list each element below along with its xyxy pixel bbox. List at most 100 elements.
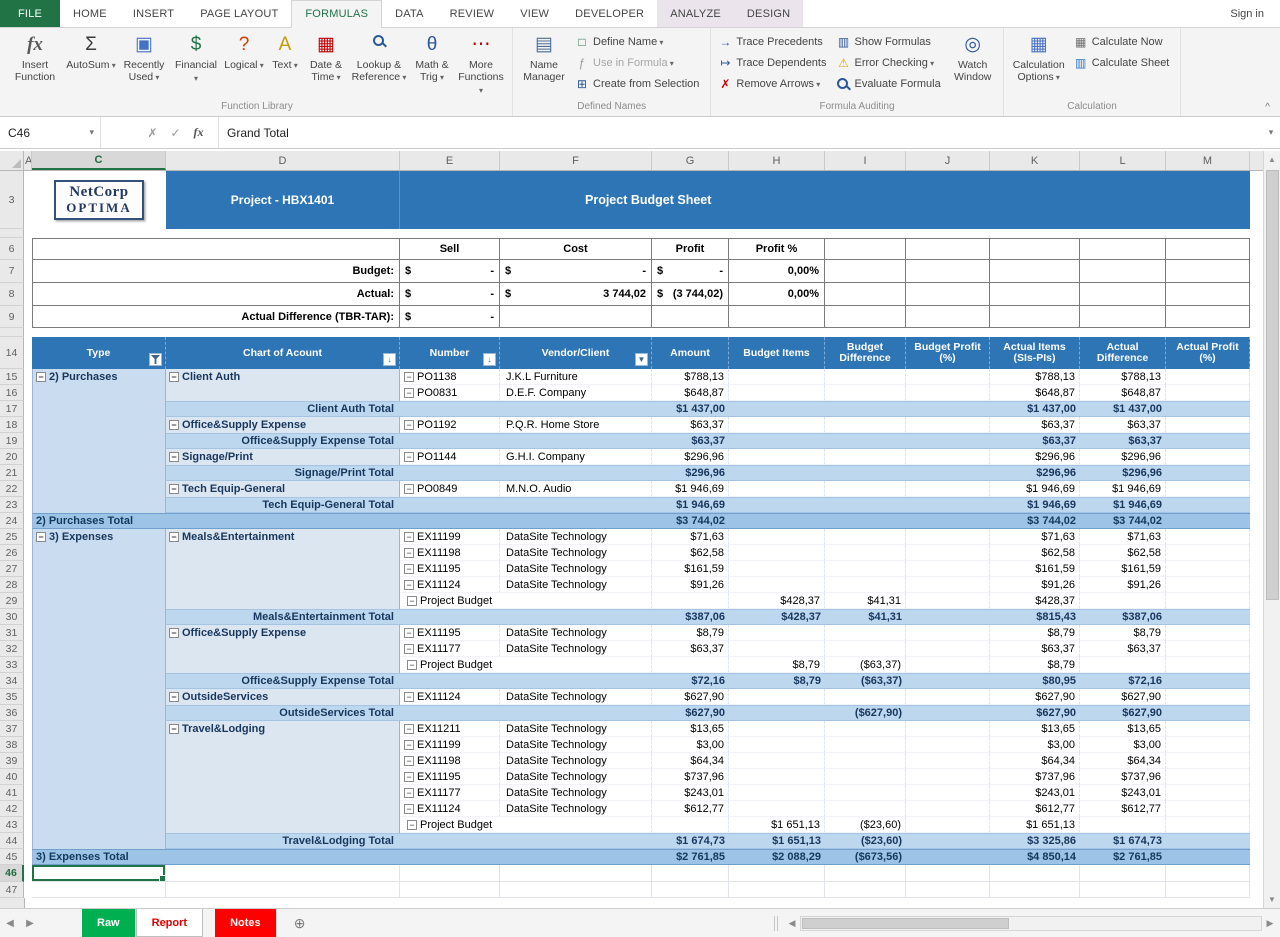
cell-E17[interactable] (400, 401, 500, 417)
cell-L29[interactable] (1080, 593, 1166, 609)
row-header-28[interactable]: 28 (0, 577, 24, 593)
cell-I17[interactable] (825, 401, 906, 417)
cell-M22[interactable] (1166, 481, 1250, 497)
formula-bar-expand-icon[interactable]: ▾ (1262, 117, 1280, 148)
cell-E28[interactable]: −EX11124 (400, 577, 500, 593)
cell-D35[interactable]: −OutsideServices (166, 689, 400, 705)
cell-M44[interactable] (1166, 833, 1250, 849)
sort-filter-icon[interactable]: ↓ (483, 353, 496, 366)
cell-F16[interactable]: D.E.F. Company (500, 385, 652, 401)
cell-L6[interactable] (1080, 238, 1166, 260)
cell-F31[interactable]: DataSite Technology (500, 625, 652, 641)
cell-I46[interactable] (825, 865, 906, 882)
cell-K41[interactable]: $243,01 (990, 785, 1080, 801)
cell-M8[interactable] (1166, 283, 1250, 306)
outline-collapse-icon[interactable]: − (169, 628, 179, 638)
tab-home[interactable]: HOME (60, 0, 120, 27)
more-functions-button[interactable]: ⋯MoreFunctions ▾ (455, 31, 507, 97)
cell-I33[interactable]: ($63,37) (825, 657, 906, 673)
row-header-35[interactable]: 35 (0, 689, 24, 705)
cell-C26[interactable] (32, 545, 166, 561)
cell-C25[interactable]: −3) Expenses (32, 529, 166, 545)
cell-K6[interactable] (990, 238, 1080, 260)
cell-E3[interactable]: Project Budget Sheet (400, 171, 1250, 229)
cell-G41[interactable]: $243,01 (652, 785, 729, 801)
cell-H39[interactable] (729, 753, 825, 769)
cell-H26[interactable] (729, 545, 825, 561)
cell-E15[interactable]: −PO1138 (400, 369, 500, 385)
cell-M39[interactable] (1166, 753, 1250, 769)
cell-F35[interactable]: DataSite Technology (500, 689, 652, 705)
column-header-I[interactable]: I (825, 151, 906, 170)
cell-J34[interactable] (906, 673, 990, 689)
cell-G32[interactable]: $63,37 (652, 641, 729, 657)
outline-collapse-icon[interactable]: − (407, 660, 417, 670)
cell-I44[interactable]: ($23,60) (825, 833, 906, 849)
sheet-tab-notes[interactable]: Notes (215, 909, 277, 937)
cell-J39[interactable] (906, 753, 990, 769)
column-header-L[interactable]: L (1080, 151, 1166, 170)
cell-G43[interactable] (652, 817, 729, 833)
cell-K25[interactable]: $71,63 (990, 529, 1080, 545)
new-sheet-button[interactable]: ⊕ (289, 915, 311, 932)
cell-D41[interactable] (166, 785, 400, 801)
cell-L7[interactable] (1080, 260, 1166, 283)
cell-I35[interactable] (825, 689, 906, 705)
cell-M6[interactable] (1166, 238, 1250, 260)
cell-D17[interactable]: Client Auth Total (166, 401, 400, 417)
cell-I31[interactable] (825, 625, 906, 641)
outline-collapse-icon[interactable]: − (404, 756, 414, 766)
cell-E44[interactable] (400, 833, 500, 849)
cell-L35[interactable]: $627,90 (1080, 689, 1166, 705)
cell-D32[interactable] (166, 641, 400, 657)
cell-C38[interactable] (32, 737, 166, 753)
cell-M25[interactable] (1166, 529, 1250, 545)
sheet-tab-raw[interactable]: Raw (82, 909, 136, 937)
cell-F19[interactable] (500, 433, 652, 449)
cell-M23[interactable] (1166, 497, 1250, 513)
cell-G46[interactable] (652, 865, 729, 882)
cell-M16[interactable] (1166, 385, 1250, 401)
cell-K29[interactable]: $428,37 (990, 593, 1080, 609)
cell-M9[interactable] (1166, 306, 1250, 328)
cell-H7[interactable]: 0,00% (729, 260, 825, 283)
cell-E33[interactable]: −Project Budget (400, 657, 652, 673)
cell-D39[interactable] (166, 753, 400, 769)
cell-H32[interactable] (729, 641, 825, 657)
cell-F8[interactable]: $3 744,02 (500, 283, 652, 306)
cell-G7[interactable]: $- (652, 260, 729, 283)
cell-H17[interactable] (729, 401, 825, 417)
horizontal-scroll-track[interactable] (800, 916, 1262, 931)
cell-I25[interactable] (825, 529, 906, 545)
cell-G39[interactable]: $64,34 (652, 753, 729, 769)
column-header-M[interactable]: M (1166, 151, 1250, 170)
cell-H24[interactable] (729, 513, 825, 529)
cell-D47[interactable] (166, 882, 400, 898)
cell-F25[interactable]: DataSite Technology (500, 529, 652, 545)
cell-I15[interactable] (825, 369, 906, 385)
cell-M32[interactable] (1166, 641, 1250, 657)
cell-D37[interactable]: −Travel&Lodging (166, 721, 400, 737)
cell-C47[interactable] (32, 882, 166, 898)
cell-J20[interactable] (906, 449, 990, 465)
outline-collapse-icon[interactable]: − (404, 788, 414, 798)
cell-D28[interactable] (166, 577, 400, 593)
cell-G21[interactable]: $296,96 (652, 465, 729, 481)
cell-J27[interactable] (906, 561, 990, 577)
lookup-reference-button[interactable]: Lookup &Reference ▾ (349, 31, 409, 97)
cell-K36[interactable]: $627,90 (990, 705, 1080, 721)
cell-E26[interactable]: −EX11198 (400, 545, 500, 561)
cell-K39[interactable]: $64,34 (990, 753, 1080, 769)
cell-F17[interactable] (500, 401, 652, 417)
cell-K27[interactable]: $161,59 (990, 561, 1080, 577)
cell-I39[interactable] (825, 753, 906, 769)
cell-J26[interactable] (906, 545, 990, 561)
cell-J9[interactable] (906, 306, 990, 328)
recently-used-button[interactable]: ▣RecentlyUsed ▾ (118, 31, 170, 97)
row-header-19[interactable]: 19 (0, 433, 24, 449)
outline-collapse-icon[interactable]: − (169, 420, 179, 430)
cell-L37[interactable]: $13,65 (1080, 721, 1166, 737)
cell-K20[interactable]: $296,96 (990, 449, 1080, 465)
cell-G35[interactable]: $627,90 (652, 689, 729, 705)
cell-I41[interactable] (825, 785, 906, 801)
